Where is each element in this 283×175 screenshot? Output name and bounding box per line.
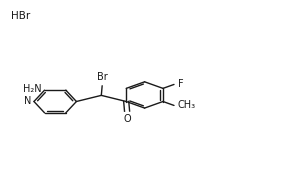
Text: Br: Br (97, 72, 108, 82)
Text: N: N (24, 96, 31, 107)
Text: HBr: HBr (11, 11, 31, 21)
Text: CH₃: CH₃ (178, 100, 196, 110)
Text: H₂N: H₂N (23, 84, 42, 94)
Text: O: O (123, 114, 131, 124)
Text: F: F (178, 79, 183, 89)
